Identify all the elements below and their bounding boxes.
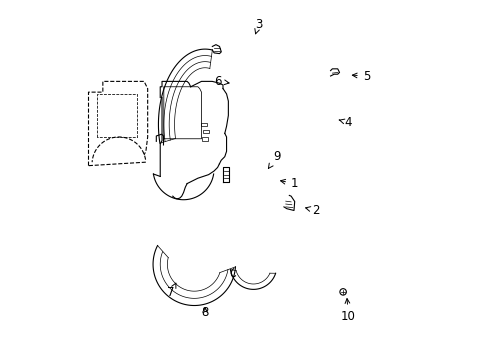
Text: 10: 10 [340,298,355,323]
Text: 2: 2 [305,204,319,217]
Text: 3: 3 [254,18,262,34]
Text: 7: 7 [167,283,176,300]
Bar [203,130,208,134]
Bar [202,137,207,140]
Bar [201,123,206,126]
Text: 8: 8 [201,306,208,319]
Text: 9: 9 [268,150,280,168]
Text: 1: 1 [280,177,298,190]
Text: 5: 5 [352,69,369,82]
Text: 4: 4 [339,116,351,129]
Text: 6: 6 [214,75,228,88]
